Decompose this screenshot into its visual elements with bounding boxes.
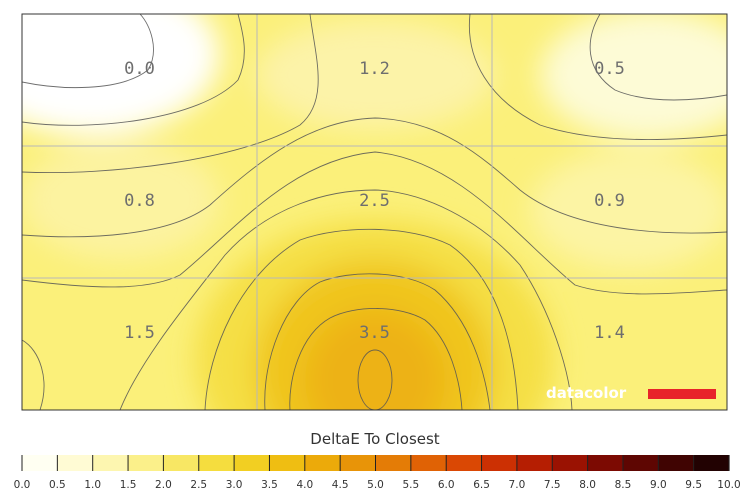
colorbar-tick-label: 2.0 [155, 479, 172, 491]
colorbar-tick-label: 5.5 [402, 479, 419, 491]
cell-value-r2c2: 1.4 [594, 323, 625, 343]
contour-line [264, 273, 491, 410]
colorbar-segment [163, 455, 200, 471]
brand-name: datacolor [546, 384, 627, 402]
contour-line [22, 339, 45, 410]
colorbar-tick-label: 5.0 [367, 479, 384, 491]
contour-line [289, 308, 463, 410]
colorbar-segment [410, 455, 447, 471]
colorbar-tick-label: 8.5 [615, 479, 632, 491]
colorbar-segment [622, 455, 659, 471]
colorbar-tick-label: 10.0 [717, 479, 740, 491]
colorbar-segment [516, 455, 553, 471]
colorbar-segment [234, 455, 271, 471]
colorbar-segment [481, 455, 518, 471]
colorbar-tick-label: 4.5 [332, 479, 349, 491]
colorbar-segment [446, 455, 483, 471]
colorbar-tick-label: 9.5 [685, 479, 702, 491]
cell-value-labels: 0.0 1.2 0.5 0.8 2.5 0.9 1.5 3.5 1.4 [124, 59, 625, 343]
colorbar-tick-labels: 0.0 0.5 1.0 1.5 2.0 2.5 3.0 3.5 4.0 4.5 5.0 5.5 6.0 6… [14, 455, 741, 491]
contour-line [468, 14, 727, 140]
cell-value-r1c0: 0.8 [124, 191, 155, 211]
colorbar-tick-label: 7.5 [544, 479, 561, 491]
colorbar-title: DeltaE To Closest [310, 430, 440, 448]
contour-lines [22, 14, 727, 410]
colorbar-segment [658, 455, 695, 471]
colorbar-tick-label: 1.5 [120, 479, 137, 491]
brand-accent-bar [648, 389, 716, 399]
colorbar-tick-label: 9.0 [650, 479, 667, 491]
cell-value-r2c0: 1.5 [124, 323, 155, 343]
plot-border [21, 13, 728, 411]
cell-value-r2c1: 3.5 [359, 323, 390, 343]
grid-lines [22, 14, 727, 410]
cell-value-r0c1: 1.2 [359, 59, 390, 79]
colorbar-segment [92, 455, 129, 471]
contour-line [22, 14, 319, 174]
cell-value-r1c2: 0.9 [594, 191, 625, 211]
colorbar [22, 455, 730, 471]
colorbar-tick-label: 1.0 [84, 479, 101, 491]
colorbar-segment [375, 455, 412, 471]
colorbar-tick-label: 6.5 [473, 479, 490, 491]
colorbar-tick-label: 2.5 [190, 479, 207, 491]
cell-value-r0c2: 0.5 [594, 59, 625, 79]
colorbar-segment [269, 455, 306, 471]
colorbar-segment [340, 455, 377, 471]
contour-line [22, 14, 154, 89]
contour-line [22, 117, 727, 238]
colorbar-segment [587, 455, 624, 471]
contour-line [589, 14, 727, 101]
colorbar-tick-label: 8.0 [579, 479, 596, 491]
datacolor-logo: datacolor [546, 384, 716, 402]
colorbar-segment [552, 455, 589, 471]
colorbar-tick-label: 3.5 [261, 479, 278, 491]
colorbar-tick-label: 0.5 [49, 479, 66, 491]
colorbar-tick-label: 3.0 [226, 479, 243, 491]
contour-line [204, 228, 519, 410]
colorbar-tick-label: 0.0 [14, 479, 31, 491]
colorbar-tick-label: 7.0 [509, 479, 526, 491]
colorbar-segment [693, 455, 730, 471]
colorbar-tick-label: 6.0 [438, 479, 455, 491]
colorbar-tick-label: 4.0 [296, 479, 313, 491]
cell-value-r0c0: 0.0 [124, 59, 155, 79]
colorbar-segment [22, 455, 58, 471]
contour-line [22, 14, 245, 126]
colorbar-segment [198, 455, 235, 471]
colorbar-segment [128, 455, 164, 471]
colorbar-segment [57, 455, 94, 471]
contour-line [119, 189, 573, 410]
colorbar-segment [304, 455, 341, 471]
contour-line [357, 349, 393, 410]
contour-line [22, 151, 727, 295]
cell-value-r1c1: 2.5 [359, 191, 390, 211]
